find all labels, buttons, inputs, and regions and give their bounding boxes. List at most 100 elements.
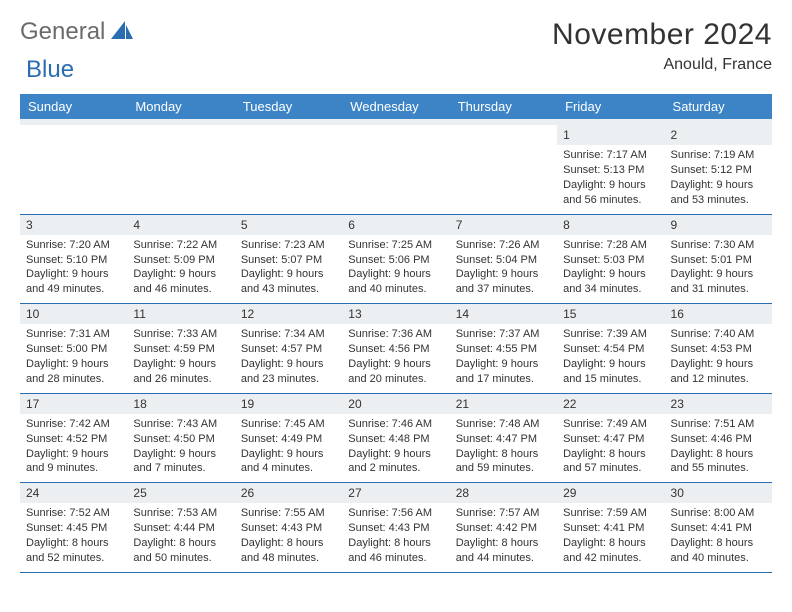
- daylight-line: Daylight: 9 hours: [348, 447, 443, 462]
- sunset-line: Sunset: 4:41 PM: [671, 521, 766, 536]
- location-label: Anould, France: [552, 56, 772, 74]
- sunset-line: Sunset: 5:00 PM: [26, 342, 121, 357]
- daylight-line: Daylight: 9 hours: [563, 267, 658, 282]
- sunrise-line: Sunrise: 7:31 AM: [26, 327, 121, 342]
- daylight-line: and 50 minutes.: [133, 551, 228, 566]
- sunset-line: Sunset: 5:01 PM: [671, 253, 766, 268]
- daylight-line: Daylight: 9 hours: [133, 357, 228, 372]
- sunrise-line: Sunrise: 7:45 AM: [241, 417, 336, 432]
- daylight-line: Daylight: 9 hours: [26, 357, 121, 372]
- empty-cell: [235, 125, 342, 214]
- day-number: 17: [20, 394, 127, 414]
- col-saturday: Saturday: [665, 94, 772, 119]
- daylight-line: and 44 minutes.: [456, 551, 551, 566]
- sunset-line: Sunset: 5:10 PM: [26, 253, 121, 268]
- daylight-line: Daylight: 9 hours: [133, 447, 228, 462]
- day-cell: 16Sunrise: 7:40 AMSunset: 4:53 PMDayligh…: [665, 304, 772, 394]
- day-cell: 1Sunrise: 7:17 AMSunset: 5:13 PMDaylight…: [557, 125, 664, 214]
- daylight-line: and 9 minutes.: [26, 461, 121, 476]
- logo-word-blue: Blue: [26, 56, 74, 83]
- daylight-line: and 40 minutes.: [671, 551, 766, 566]
- daylight-line: and 17 minutes.: [456, 372, 551, 387]
- daylight-line: Daylight: 9 hours: [348, 267, 443, 282]
- sunset-line: Sunset: 4:48 PM: [348, 432, 443, 447]
- day-cell: 8Sunrise: 7:28 AMSunset: 5:03 PMDaylight…: [557, 214, 664, 304]
- logo: General: [20, 18, 135, 46]
- calendar-row: 17Sunrise: 7:42 AMSunset: 4:52 PMDayligh…: [20, 393, 772, 483]
- daylight-line: and 56 minutes.: [563, 193, 658, 208]
- daylight-line: Daylight: 8 hours: [133, 536, 228, 551]
- sunrise-line: Sunrise: 7:56 AM: [348, 506, 443, 521]
- day-header-row: Sunday Monday Tuesday Wednesday Thursday…: [20, 94, 772, 119]
- sunset-line: Sunset: 4:49 PM: [241, 432, 336, 447]
- daylight-line: Daylight: 9 hours: [671, 267, 766, 282]
- sunset-line: Sunset: 4:53 PM: [671, 342, 766, 357]
- calendar-row: 24Sunrise: 7:52 AMSunset: 4:45 PMDayligh…: [20, 483, 772, 573]
- daylight-line: and 57 minutes.: [563, 461, 658, 476]
- day-number: 3: [20, 215, 127, 235]
- daylight-line: Daylight: 8 hours: [563, 536, 658, 551]
- day-cell: 30Sunrise: 8:00 AMSunset: 4:41 PMDayligh…: [665, 483, 772, 573]
- sunrise-line: Sunrise: 7:30 AM: [671, 238, 766, 253]
- day-number: 22: [557, 394, 664, 414]
- empty-cell: [450, 125, 557, 214]
- col-sunday: Sunday: [20, 94, 127, 119]
- sunrise-line: Sunrise: 7:26 AM: [456, 238, 551, 253]
- day-cell: 11Sunrise: 7:33 AMSunset: 4:59 PMDayligh…: [127, 304, 234, 394]
- sunset-line: Sunset: 4:54 PM: [563, 342, 658, 357]
- day-number: 13: [342, 304, 449, 324]
- daylight-line: Daylight: 8 hours: [348, 536, 443, 551]
- daylight-line: and 31 minutes.: [671, 282, 766, 297]
- sunrise-line: Sunrise: 7:34 AM: [241, 327, 336, 342]
- day-cell: 26Sunrise: 7:55 AMSunset: 4:43 PMDayligh…: [235, 483, 342, 573]
- sunrise-line: Sunrise: 7:25 AM: [348, 238, 443, 253]
- daylight-line: and 26 minutes.: [133, 372, 228, 387]
- day-number: 29: [557, 483, 664, 503]
- sunrise-line: Sunrise: 7:48 AM: [456, 417, 551, 432]
- day-number: 8: [557, 215, 664, 235]
- daylight-line: Daylight: 9 hours: [26, 447, 121, 462]
- calendar-row: 10Sunrise: 7:31 AMSunset: 5:00 PMDayligh…: [20, 304, 772, 394]
- sunrise-line: Sunrise: 8:00 AM: [671, 506, 766, 521]
- sunrise-line: Sunrise: 7:49 AM: [563, 417, 658, 432]
- sunset-line: Sunset: 4:47 PM: [456, 432, 551, 447]
- sunrise-line: Sunrise: 7:43 AM: [133, 417, 228, 432]
- empty-cell: [342, 125, 449, 214]
- daylight-line: and 48 minutes.: [241, 551, 336, 566]
- day-number: 2: [665, 125, 772, 145]
- sunrise-line: Sunrise: 7:17 AM: [563, 148, 658, 163]
- day-cell: 23Sunrise: 7:51 AMSunset: 4:46 PMDayligh…: [665, 393, 772, 483]
- daylight-line: and 43 minutes.: [241, 282, 336, 297]
- sunrise-line: Sunrise: 7:40 AM: [671, 327, 766, 342]
- day-cell: 28Sunrise: 7:57 AMSunset: 4:42 PMDayligh…: [450, 483, 557, 573]
- day-number: 18: [127, 394, 234, 414]
- daylight-line: Daylight: 8 hours: [671, 447, 766, 462]
- day-cell: 24Sunrise: 7:52 AMSunset: 4:45 PMDayligh…: [20, 483, 127, 573]
- daylight-line: and 2 minutes.: [348, 461, 443, 476]
- sunset-line: Sunset: 5:03 PM: [563, 253, 658, 268]
- daylight-line: Daylight: 8 hours: [671, 536, 766, 551]
- day-cell: 2Sunrise: 7:19 AMSunset: 5:12 PMDaylight…: [665, 125, 772, 214]
- sunset-line: Sunset: 4:42 PM: [456, 521, 551, 536]
- col-monday: Monday: [127, 94, 234, 119]
- daylight-line: and 15 minutes.: [563, 372, 658, 387]
- month-title: November 2024: [552, 18, 772, 52]
- sunrise-line: Sunrise: 7:53 AM: [133, 506, 228, 521]
- daylight-line: Daylight: 9 hours: [671, 357, 766, 372]
- day-number: 12: [235, 304, 342, 324]
- sunrise-line: Sunrise: 7:23 AM: [241, 238, 336, 253]
- sunrise-line: Sunrise: 7:37 AM: [456, 327, 551, 342]
- day-cell: 20Sunrise: 7:46 AMSunset: 4:48 PMDayligh…: [342, 393, 449, 483]
- day-cell: 25Sunrise: 7:53 AMSunset: 4:44 PMDayligh…: [127, 483, 234, 573]
- day-cell: 19Sunrise: 7:45 AMSunset: 4:49 PMDayligh…: [235, 393, 342, 483]
- daylight-line: and 23 minutes.: [241, 372, 336, 387]
- empty-cell: [127, 125, 234, 214]
- day-cell: 5Sunrise: 7:23 AMSunset: 5:07 PMDaylight…: [235, 214, 342, 304]
- col-wednesday: Wednesday: [342, 94, 449, 119]
- daylight-line: and 40 minutes.: [348, 282, 443, 297]
- sunset-line: Sunset: 4:45 PM: [26, 521, 121, 536]
- daylight-line: Daylight: 9 hours: [456, 357, 551, 372]
- heading-block: November 2024 Anould, France: [552, 18, 772, 74]
- day-cell: 6Sunrise: 7:25 AMSunset: 5:06 PMDaylight…: [342, 214, 449, 304]
- day-number: 11: [127, 304, 234, 324]
